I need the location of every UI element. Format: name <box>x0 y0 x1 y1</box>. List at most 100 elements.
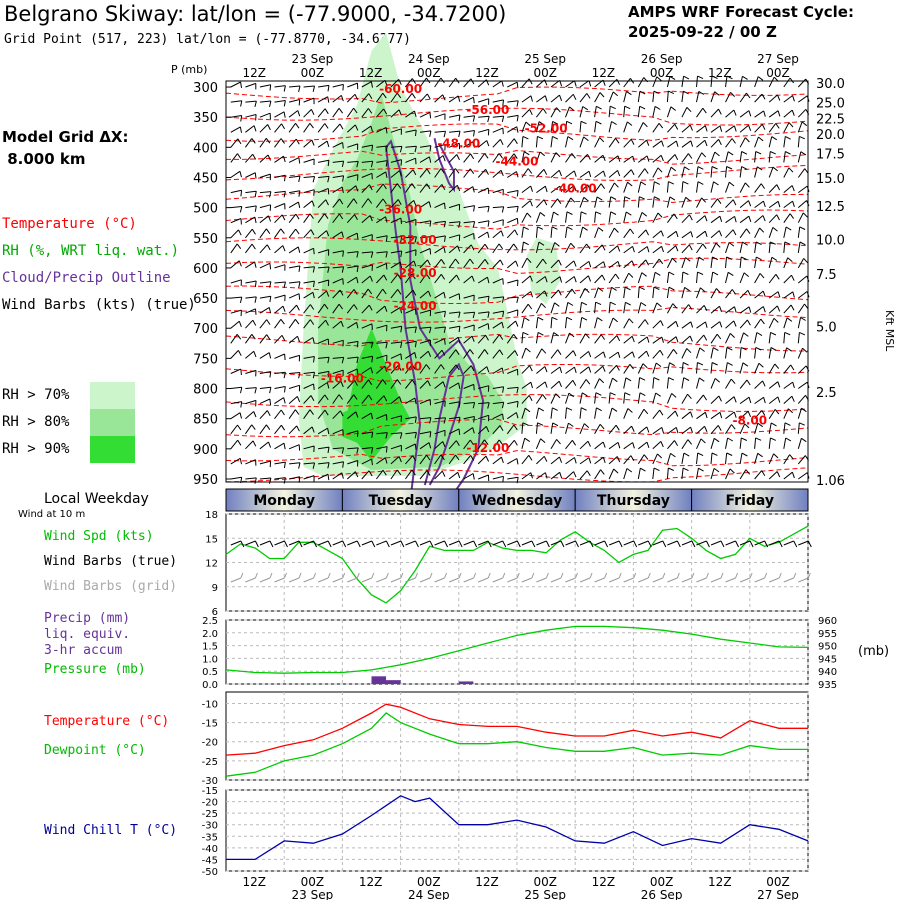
wind-barb-flag <box>516 401 519 408</box>
wind-barb-staff <box>361 323 373 329</box>
wind-barb-flag <box>486 366 490 373</box>
isotherm-label: -48.00 <box>437 136 480 150</box>
wind-barb-flag <box>716 333 722 340</box>
wind-barb-staff <box>783 226 787 238</box>
wind-barb-staff <box>477 455 487 465</box>
wind-barb-flag <box>458 326 461 333</box>
time-tick-label-bottom: 00Z <box>650 875 674 889</box>
wind-barb-staff <box>637 139 647 148</box>
wind-barb-flag <box>645 229 650 236</box>
wind-barb-flag <box>501 206 505 213</box>
wind-barb-flag <box>356 277 359 284</box>
wind-barb-staff <box>318 175 330 178</box>
wind-barb-flag <box>640 302 647 307</box>
wind-barb-flag <box>238 321 242 327</box>
wind-barb-staff <box>725 92 731 103</box>
wind-barb-staff <box>244 334 253 344</box>
wind-barb-staff <box>463 275 473 284</box>
surface-wind-barb <box>478 540 489 546</box>
wind-barb-flag <box>799 135 805 140</box>
wind-barb-staff <box>332 447 344 450</box>
grid-wind-barb <box>478 577 489 583</box>
wind-barb-flag <box>385 235 388 242</box>
wind-barb-staff <box>768 214 778 224</box>
wind-barb-staff <box>419 326 432 329</box>
wind-barb-flag <box>397 365 402 371</box>
wind-barb-flag <box>670 166 677 172</box>
wind-barb-staff <box>725 256 727 268</box>
surface-wind-barb <box>579 540 591 546</box>
wind-barb-flag <box>686 348 692 354</box>
wind-barb-flag <box>426 470 431 476</box>
wind-barb-staff <box>404 469 413 480</box>
wind-barb-staff <box>376 305 386 314</box>
wind-barb-flag <box>711 452 718 456</box>
grid-wind-barb-flag <box>778 572 782 579</box>
grid-wind-barb-flag <box>560 572 564 579</box>
wind-barb-staff <box>666 303 674 314</box>
grid-wind-barb-flag <box>284 572 287 579</box>
wind-barb-staff <box>390 145 402 148</box>
wind-barb-staff <box>346 124 356 133</box>
wind-barb-staff <box>797 226 801 238</box>
wind-barb-staff <box>681 231 692 239</box>
surface-wind-barb-flag <box>807 540 812 548</box>
temperature-label: Temperature (°C) <box>44 714 170 729</box>
wind-barb-staff <box>666 181 669 193</box>
wind-barb-staff <box>376 414 387 420</box>
wind-barb-flag <box>385 216 388 223</box>
wind-barb-flag <box>758 362 764 368</box>
wind-barb-flag <box>771 256 778 261</box>
wind-barb-staff <box>565 302 569 314</box>
dewpoint-line <box>225 712 808 777</box>
wind-barb-flag <box>614 182 619 188</box>
wind-barb-flag <box>237 439 242 446</box>
wind-barb-staff <box>288 99 300 103</box>
wind-barb-flag <box>761 470 766 476</box>
wind-barb-staff <box>317 187 329 194</box>
precip-liq-label: liq. equiv. <box>44 627 131 642</box>
wind-barb-flag <box>789 77 795 84</box>
wind-barb-flag <box>399 432 403 439</box>
grid-wind-barb <box>579 577 591 583</box>
wind-barb-staff <box>681 140 692 148</box>
wind-barb-flag <box>239 171 242 178</box>
wind-barb-staff <box>637 392 641 404</box>
wind-barb-flag <box>571 440 577 446</box>
wind-barb-staff <box>550 289 559 299</box>
wind-barb-staff <box>565 392 570 404</box>
wind-barb-flag <box>580 120 587 125</box>
wind-barb-flag <box>237 350 242 356</box>
wind-barb-staff <box>332 266 344 269</box>
wind-barb-flag <box>566 211 573 215</box>
wind-barb-staff <box>696 305 705 314</box>
wind-barb-flag <box>251 243 256 250</box>
wind-barb-staff <box>448 258 456 269</box>
wind-barb-flag <box>523 317 530 322</box>
wind-barb-flag <box>516 218 519 225</box>
wind-barb-flag <box>669 196 676 201</box>
wind-barb-staff <box>710 166 713 178</box>
wind-barb-staff <box>507 81 518 88</box>
wind-barb-staff <box>798 185 808 194</box>
wind-barb-staff <box>463 402 475 405</box>
wind-barb-staff <box>754 93 763 103</box>
wind-barb-flag <box>309 319 315 325</box>
wind-barb-flag <box>712 271 719 276</box>
wind-barb-staff <box>448 471 459 480</box>
wind-barb-staff <box>448 293 460 299</box>
wind-barb-flag <box>429 156 432 163</box>
wind-barb-flag <box>653 90 660 95</box>
wind-barb-flag <box>699 377 705 382</box>
wind-barb-staff <box>754 318 762 329</box>
wind-barb-flag <box>255 114 257 121</box>
wind-barb-staff <box>783 291 794 299</box>
wind-barb-flag <box>426 93 431 100</box>
surface-wind-barb <box>303 540 314 546</box>
surface-wind-barb <box>405 540 416 546</box>
wind-barb-flag <box>570 197 576 203</box>
wind-barb-flag <box>639 105 646 110</box>
wind-barb-staff <box>376 365 386 374</box>
wind-barb-staff <box>245 319 254 329</box>
wind-barb-flag <box>552 135 559 140</box>
